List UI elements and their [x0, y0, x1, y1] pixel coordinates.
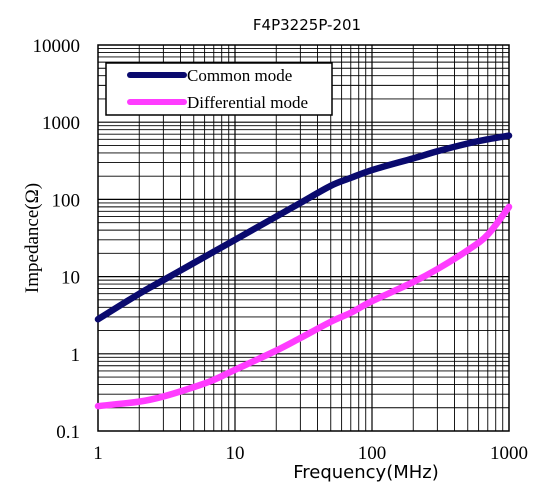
plot-frame — [97, 44, 510, 432]
y-tick-label: 1 — [71, 345, 81, 366]
x-axis-label: Frequency(MHz) — [293, 462, 439, 483]
legend-label-differential-mode: Differential mode — [187, 93, 308, 112]
series-layer — [94, 132, 513, 410]
y-axis-label: Impedance(Ω) — [22, 183, 43, 293]
x-tick-label: 1 — [93, 443, 103, 464]
y-tick-label: 100 — [52, 190, 81, 211]
legend-box — [105, 62, 333, 116]
x-tick-label: 1000 — [490, 443, 528, 464]
y-tick-label: 10000 — [33, 36, 81, 57]
y-tick-label: 0.1 — [56, 422, 80, 443]
chart-title: F4P3225P-201 — [253, 16, 361, 34]
series-line-common-mode — [94, 132, 513, 323]
legend-label-common-mode: Common mode — [187, 66, 292, 85]
y-tick-label: 1000 — [42, 113, 80, 134]
x-tick-label: 100 — [358, 443, 387, 464]
x-tick-label: 10 — [226, 443, 245, 464]
tick-labels: 1 10 100 1000 0.1 1 10 100 1000 10000 — [33, 36, 529, 464]
legend: Common mode Differential mode — [105, 62, 333, 116]
y-tick-label: 10 — [61, 268, 80, 289]
series-line-differential-mode — [94, 203, 513, 410]
